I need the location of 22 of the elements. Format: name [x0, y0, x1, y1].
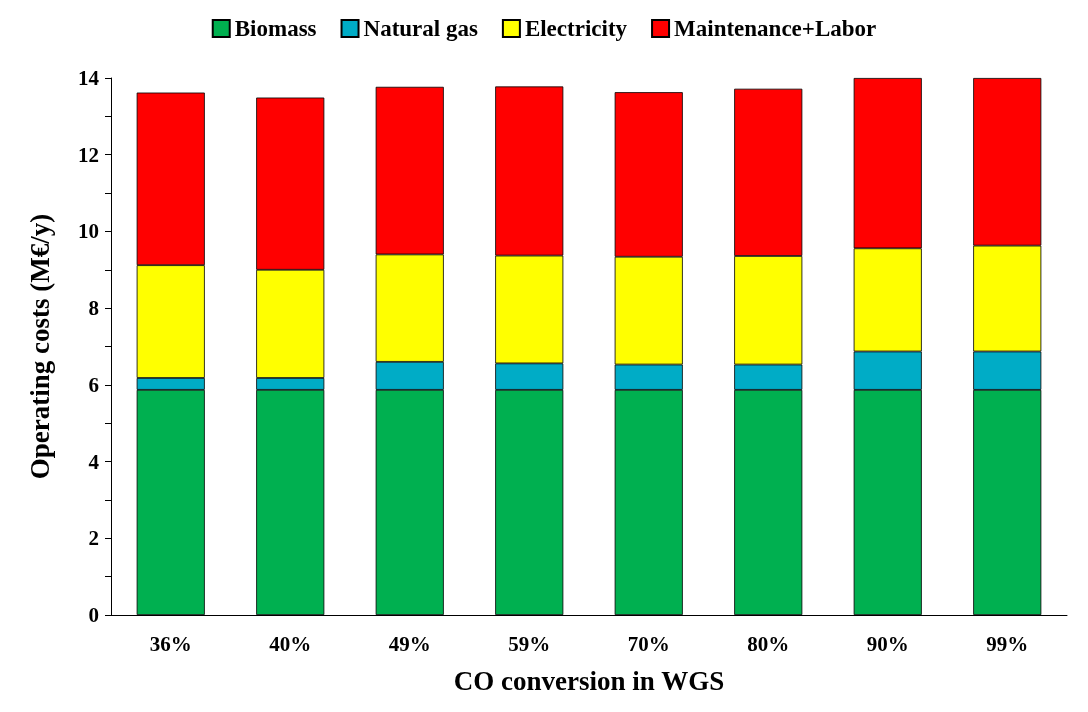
- legend-label: Natural gas: [363, 16, 478, 41]
- x-tick-label: 80%: [747, 631, 790, 656]
- legend-label: Maintenance+Labor: [674, 16, 877, 41]
- y-axis-title: Operating costs (M€/y): [24, 213, 55, 480]
- y-tick-label: 12: [78, 142, 99, 167]
- x-tick-label: 70%: [627, 631, 670, 656]
- x-tick-label: 40%: [269, 631, 312, 656]
- legend-label: Biomass: [234, 16, 317, 41]
- x-axis-title: CO conversion in WGS: [453, 665, 725, 696]
- x-tick-label: 36%: [149, 631, 192, 656]
- y-tick-label: 8: [88, 296, 99, 321]
- legend-label: Electricity: [524, 16, 628, 41]
- y-tick-label: 6: [88, 372, 99, 397]
- x-tick-label: 49%: [388, 631, 431, 656]
- x-tick-label: 59%: [508, 631, 551, 656]
- x-tick-label: 90%: [866, 631, 909, 656]
- y-tick-label: 10: [78, 219, 99, 244]
- y-tick-label: 4: [88, 449, 100, 474]
- x-tick-label: 99%: [986, 631, 1029, 656]
- y-tick-label: 14: [78, 66, 100, 90]
- y-tick-label: 0: [88, 603, 99, 627]
- y-tick-label: 2: [88, 526, 99, 551]
